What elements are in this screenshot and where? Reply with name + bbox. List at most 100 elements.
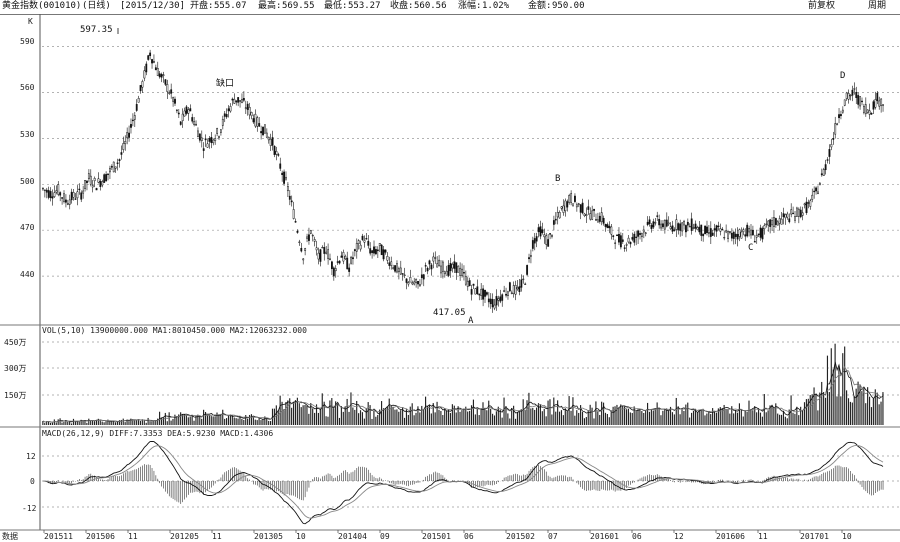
close-value: 560.56 xyxy=(414,1,447,11)
candle-body xyxy=(872,101,875,110)
candle-body xyxy=(882,104,884,106)
volume-bar xyxy=(371,418,373,425)
volume-bar xyxy=(298,403,300,425)
volume-bar xyxy=(201,418,203,425)
volume-bar xyxy=(729,413,731,425)
candle-body xyxy=(501,294,504,301)
volume-bar xyxy=(396,409,398,425)
volume-bar xyxy=(490,408,492,425)
candle-body xyxy=(179,121,182,125)
candle-body xyxy=(530,255,532,257)
x-tick-label: 10 xyxy=(296,532,306,541)
volume-bar xyxy=(646,402,649,425)
x-tick-label: 201701 xyxy=(800,532,829,541)
index-code: (001010) xyxy=(38,1,82,11)
candle-body xyxy=(149,52,152,57)
candle-body xyxy=(543,234,546,238)
volume-bar xyxy=(809,395,811,425)
volume-bar xyxy=(706,413,708,425)
candle-body xyxy=(158,73,161,78)
candle-body xyxy=(147,55,150,60)
candle-body xyxy=(216,128,219,134)
candle-body xyxy=(574,195,576,202)
volume-bar xyxy=(348,411,350,425)
volume-bar xyxy=(340,406,342,425)
volume-bar xyxy=(610,412,612,425)
candle-body xyxy=(76,191,79,199)
candle-body xyxy=(619,235,622,248)
candle-body xyxy=(855,92,858,98)
volume-bar xyxy=(157,418,159,425)
volume-bar xyxy=(842,353,844,425)
adjust-tab[interactable]: 前复权 xyxy=(808,1,836,11)
volume-bar xyxy=(113,421,115,425)
volume-bar xyxy=(629,412,631,425)
volume-bar xyxy=(300,407,302,425)
candle-body xyxy=(698,226,701,233)
candle-body xyxy=(560,206,563,209)
volume-bar xyxy=(407,414,409,425)
volume-bar xyxy=(84,420,86,425)
volume-bar xyxy=(664,408,666,425)
candle-body xyxy=(606,224,609,229)
candle-body xyxy=(759,227,762,238)
candle-body xyxy=(650,224,653,229)
volume-bar xyxy=(736,412,739,425)
candle-body xyxy=(51,196,54,199)
candle-body xyxy=(495,296,498,306)
volume-bar xyxy=(444,408,446,425)
candle-body xyxy=(311,234,314,237)
volume-bar xyxy=(465,406,467,425)
volume-bar xyxy=(645,410,647,425)
candle-body xyxy=(120,152,123,155)
volume-bar xyxy=(478,415,480,425)
x-tick-label: 11 xyxy=(212,532,222,541)
volume-bar xyxy=(635,411,637,425)
macd-histogram xyxy=(44,464,884,504)
volume-bar xyxy=(566,411,568,425)
candle-body xyxy=(357,240,360,244)
volume-bar xyxy=(304,404,306,425)
candle-body xyxy=(637,230,640,237)
volume-bar xyxy=(377,414,379,425)
candle-body xyxy=(258,123,261,127)
volume-bar xyxy=(107,419,109,425)
candle-body xyxy=(688,225,691,228)
candle-body xyxy=(660,223,662,229)
volume-bar xyxy=(679,414,681,425)
candle-body xyxy=(738,229,741,237)
volume-bar xyxy=(264,416,266,425)
volume-bar xyxy=(218,414,220,425)
volume-bar xyxy=(356,400,358,425)
volume-bar xyxy=(222,409,224,425)
volume-bar xyxy=(861,391,863,425)
volume-bar xyxy=(166,421,168,425)
candle-body xyxy=(103,174,106,183)
candle-body xyxy=(665,219,668,227)
period-tab[interactable]: 周期 xyxy=(868,1,887,11)
candle-body xyxy=(815,187,817,192)
candle-body xyxy=(397,268,400,273)
volume-bar xyxy=(245,415,247,425)
candle-body xyxy=(65,199,67,203)
volume-bar xyxy=(627,408,630,425)
volume-bar xyxy=(765,412,767,425)
candle-body xyxy=(765,223,768,226)
volume-bar xyxy=(811,394,813,425)
candle-body xyxy=(721,228,724,231)
candle-body xyxy=(730,232,733,239)
candle-body xyxy=(292,209,295,219)
volume-bar xyxy=(455,412,457,425)
volume-bar xyxy=(499,409,501,425)
volume-bar xyxy=(823,392,825,425)
volume-bar xyxy=(557,400,559,425)
volume-bar xyxy=(409,406,411,425)
candle-body xyxy=(480,288,483,296)
candle-body xyxy=(822,169,825,176)
candle-body xyxy=(256,117,259,127)
candle-body xyxy=(568,195,571,203)
volume-bar xyxy=(580,405,582,425)
volume-bar xyxy=(287,400,289,425)
candle-body xyxy=(181,113,184,122)
candle-body xyxy=(792,212,795,215)
